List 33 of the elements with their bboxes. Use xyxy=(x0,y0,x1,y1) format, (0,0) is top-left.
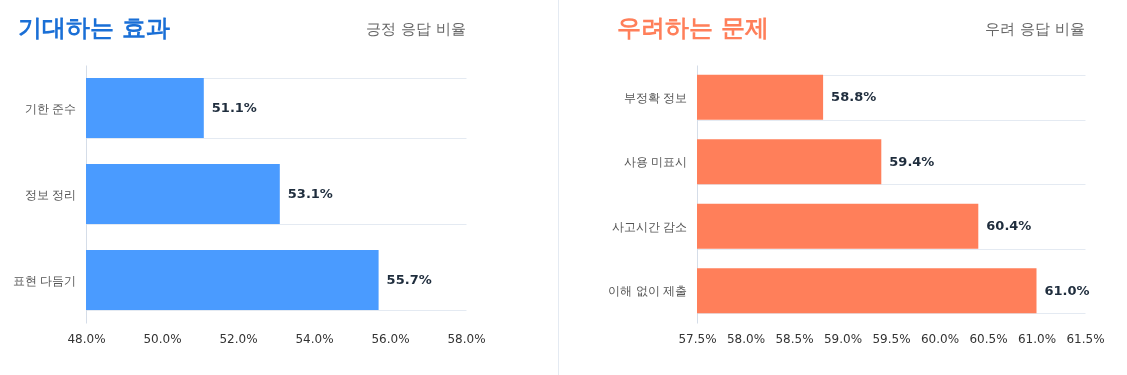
y-tick-label: 정보 정리 xyxy=(24,187,77,202)
data-label: 53.1% xyxy=(287,186,333,201)
x-tick-label: 58.0% xyxy=(447,331,486,346)
data-label: 55.7% xyxy=(386,272,432,287)
x-tick-label: 58.5% xyxy=(775,331,814,346)
y-tick-label: 부정확 정보 xyxy=(623,90,688,105)
y-tick-label: 기한 준수 xyxy=(24,101,77,116)
x-tick-label: 56.0% xyxy=(371,331,410,346)
data-label: 59.4% xyxy=(889,153,935,169)
x-tick-label: 61.0% xyxy=(1017,331,1057,346)
data-label: 61.0% xyxy=(1044,282,1090,298)
x-tick-label: 57.5% xyxy=(678,331,717,346)
y-tick-label: 표현 다듬기 xyxy=(12,273,77,288)
y-tick-label: 사용 미표시 xyxy=(623,155,688,170)
x-tick-label: 59.0% xyxy=(823,331,863,346)
data-label: 58.8% xyxy=(831,89,877,105)
x-tick-label: 59.5% xyxy=(872,331,911,346)
x-tick-label: 60.0% xyxy=(920,331,960,346)
chart-title: 기대하는 효과 xyxy=(18,14,171,42)
x-tick-label: 61.5% xyxy=(1066,331,1105,346)
x-tick-label: 50.0% xyxy=(143,331,182,346)
x-tick-label: 52.0% xyxy=(219,331,258,346)
data-label: 51.1% xyxy=(211,100,257,115)
y-tick-label: 이해 없이 제출 xyxy=(607,284,688,299)
x-tick-label: 58.0% xyxy=(726,331,766,346)
data-label: 60.4% xyxy=(986,218,1032,234)
x-tick-label: 54.0% xyxy=(295,331,334,346)
x-tick-label: 60.5% xyxy=(969,331,1008,346)
y-tick-label: 사고시간 감소 xyxy=(611,219,688,234)
chart-subtitle: 긍정 응답 비율 xyxy=(366,20,466,38)
x-tick-label: 48.0% xyxy=(67,331,106,346)
chart-subtitle: 우려 응답 비율 xyxy=(985,20,1085,38)
chart-title: 우려하는 문제 xyxy=(617,14,770,42)
